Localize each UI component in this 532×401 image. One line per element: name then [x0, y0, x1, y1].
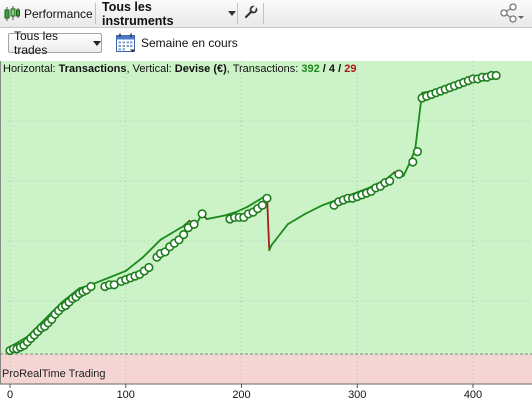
equity-line-segment [246, 199, 260, 208]
tab-separator [95, 3, 96, 24]
header-transactions-prefix: , Transactions: [226, 63, 302, 75]
x-tick-label: 0 [7, 389, 13, 401]
share-button[interactable] [498, 2, 526, 24]
equity-line-segment [124, 256, 145, 272]
equity-line-segment [270, 223, 289, 246]
trade-marker [408, 157, 418, 167]
tx-neutral-count: 4 [328, 63, 336, 75]
chart-header: Horizontal: Transactions, Vertical: Devi… [3, 63, 356, 75]
equity-line-segment [223, 211, 237, 217]
tab-separator [237, 3, 238, 24]
trade-marker [257, 200, 267, 210]
equity-line-segment [171, 225, 185, 234]
equity-line-segment [234, 206, 249, 214]
trade-marker [262, 193, 272, 203]
equity-line-segment [205, 214, 226, 220]
calendar-icon [115, 33, 137, 57]
tx-separator: / [319, 63, 329, 75]
x-tick-label: 400 [464, 389, 482, 401]
equity-line-segment [286, 212, 307, 226]
trade-marker [394, 169, 404, 179]
pane-label: ProRealTime Trading [2, 368, 106, 380]
header-horizontal-prefix: Horizontal: [3, 63, 59, 75]
tx-total-count: 392 [301, 63, 320, 75]
share-icon [498, 3, 526, 27]
tx-losing-count: 29 [344, 63, 357, 75]
tab-bar: Performance Tous les instruments [0, 0, 532, 28]
trade-marker [189, 219, 199, 229]
trade-marker [86, 281, 96, 292]
period-selector-button[interactable] [115, 32, 137, 54]
tab-performance-label: Performance [24, 6, 93, 21]
trade-marker [491, 70, 501, 81]
header-vertical-value: Devise (€) [174, 63, 227, 75]
equity-curve-chart[interactable]: 0 100 200 300 400 [0, 61, 532, 401]
axis-area [0, 384, 532, 401]
equity-line-segment [304, 204, 324, 215]
equity-line-segment [266, 193, 271, 252]
trades-filter-dropdown[interactable]: Tous les trades [8, 29, 102, 57]
tab-performance[interactable]: Performance [2, 0, 94, 27]
wrench-icon [244, 5, 258, 22]
trade-marker [385, 176, 395, 186]
header-vertical-prefix: , Vertical: [126, 63, 175, 75]
period-label: Semaine en cours [141, 36, 238, 50]
x-tick-label: 100 [117, 389, 135, 401]
equity-line-segment [402, 162, 411, 177]
tx-separator: / [335, 63, 345, 75]
x-tick-label: 300 [348, 389, 366, 401]
equity-line-segment [268, 244, 273, 252]
instruments-label: Tous les instruments [102, 0, 174, 28]
settings-button[interactable] [240, 0, 262, 27]
trade-marker [179, 230, 189, 240]
trade-marker [197, 209, 207, 219]
x-tick-label: 200 [232, 389, 250, 401]
trade-marker [412, 146, 423, 157]
trade-marker [144, 262, 154, 273]
equity-line-segment [142, 238, 162, 259]
toolbar: Tous les trades Semaine en cours [0, 28, 532, 61]
tab-separator [263, 3, 264, 24]
equity-line-segment [159, 231, 173, 241]
trade-marker [109, 280, 119, 290]
equity-line-segment [107, 270, 127, 279]
chevron-down-icon [93, 40, 101, 46]
header-horizontal-value: Transactions [58, 63, 127, 75]
candlestick-icon [4, 5, 20, 22]
trades-filter-value: Tous les trades [14, 29, 59, 57]
instruments-dropdown[interactable]: Tous les instruments [98, 0, 236, 28]
loss-zone [0, 354, 532, 384]
chevron-down-icon [228, 11, 236, 16]
